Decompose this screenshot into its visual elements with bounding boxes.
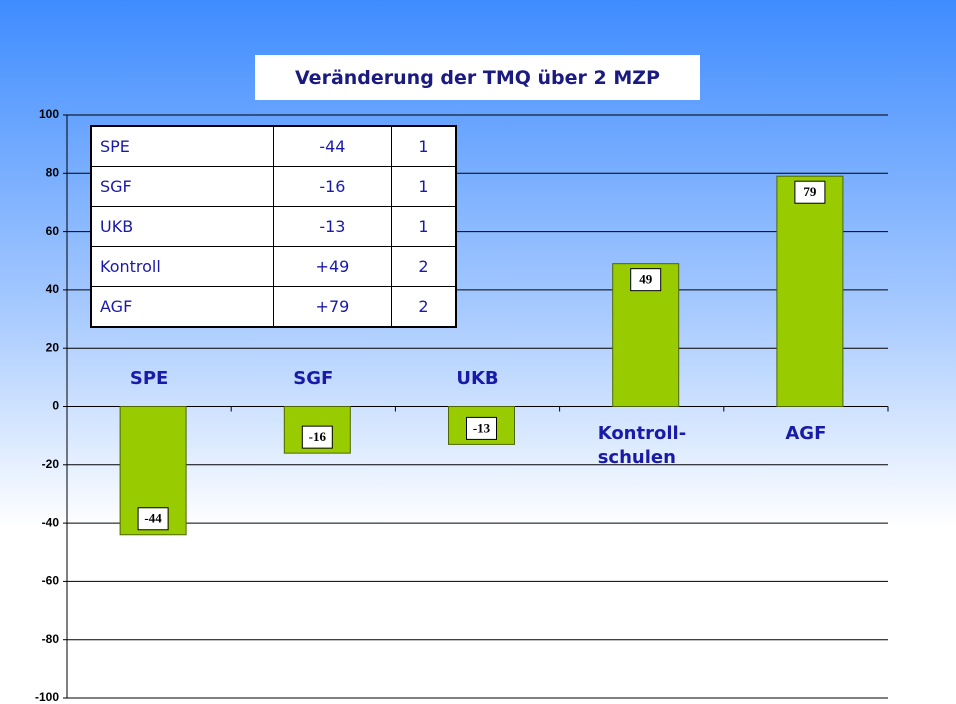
y-tick-label: -80 — [42, 632, 60, 646]
table-cell: 2 — [391, 246, 457, 287]
category-label: Kontroll- schulen — [597, 422, 687, 468]
table-cell: -44 — [272, 125, 393, 167]
value-label-box — [630, 268, 662, 292]
category-label: AGF — [785, 422, 827, 444]
value-label-box — [466, 416, 497, 440]
y-tick-label: -100 — [35, 690, 59, 704]
table-cell: 2 — [391, 286, 457, 328]
value-label: 49 — [639, 272, 653, 287]
data-table: SPE -44 1 SGF -16 1 UKB -13 1 Kontroll +49 2 AGF +79 2 — [90, 125, 457, 328]
table-cell: -13 — [272, 206, 393, 247]
value-label-box — [137, 507, 169, 531]
table-cell: 1 — [391, 166, 457, 207]
value-label-box — [794, 180, 826, 204]
table-cell: SPE — [90, 125, 274, 167]
table-row: UKB -13 1 — [90, 206, 457, 247]
y-tick-label: 80 — [46, 165, 60, 179]
value-label: -44 — [144, 511, 162, 526]
y-tick-label: -20 — [42, 457, 60, 471]
category-label: UKB — [456, 367, 499, 389]
table-cell: SGF — [90, 166, 274, 207]
table-cell: 1 — [391, 206, 457, 247]
category-label: SGF — [293, 367, 334, 389]
table-row: Kontroll +49 2 — [90, 246, 457, 287]
y-tick-label: 20 — [46, 340, 60, 354]
table-cell: -16 — [272, 166, 393, 207]
y-tick-label: -60 — [42, 574, 60, 588]
table-row: SPE -44 1 — [90, 125, 457, 167]
chart-title: Veränderung der TMQ über 2 MZP — [255, 55, 700, 100]
value-label: 79 — [803, 184, 817, 199]
y-tick-label: 100 — [39, 107, 59, 121]
table-row: AGF +79 2 — [90, 286, 457, 328]
table-cell: +49 — [272, 246, 393, 287]
table-cell: +79 — [272, 286, 393, 328]
table-cell: Kontroll — [90, 246, 274, 287]
y-tick-label: -40 — [42, 515, 60, 529]
value-label: -16 — [309, 429, 327, 444]
y-tick-label: 60 — [46, 224, 60, 238]
table-row: SGF -16 1 — [90, 166, 457, 207]
table-cell: AGF — [90, 286, 274, 328]
value-label: -13 — [473, 420, 491, 435]
table-cell: UKB — [90, 206, 274, 247]
bar — [776, 175, 844, 407]
y-tick-label: 40 — [46, 282, 60, 296]
table-cell: 1 — [391, 125, 457, 167]
value-label-box — [301, 425, 333, 449]
y-tick-label: 0 — [52, 399, 59, 413]
category-label: SPE — [129, 367, 169, 389]
